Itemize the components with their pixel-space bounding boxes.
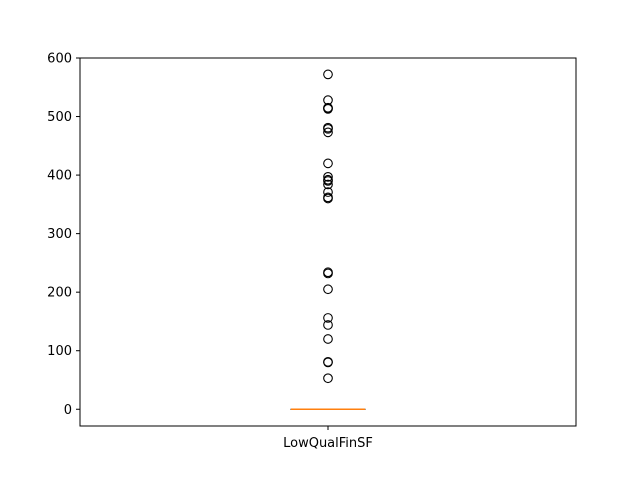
y-axis-ticks: 0 100 200 300 400 500 600 <box>47 52 80 418</box>
outlier-point <box>323 373 333 384</box>
y-tick-label: 600 <box>47 52 72 67</box>
plot-frame <box>79 57 577 427</box>
y-tick-label: 100 <box>47 344 72 359</box>
outlier-point <box>323 127 333 138</box>
outlier-point <box>323 69 333 80</box>
outlier-point <box>323 95 333 106</box>
outlier-point <box>323 334 333 344</box>
x-tick-label: LowQualFinSF <box>283 436 373 451</box>
outlier-point <box>323 158 333 169</box>
x-axis-ticks: LowQualFinSF <box>283 426 373 451</box>
outlier-point <box>323 284 333 295</box>
y-tick-label: 500 <box>47 110 72 125</box>
outlier-point <box>323 102 333 113</box>
y-tick-label: 200 <box>47 286 72 301</box>
outlier-point <box>323 179 333 190</box>
outlier-point <box>323 320 333 330</box>
outlier-point <box>323 192 333 203</box>
outlier-point <box>323 171 333 182</box>
y-tick-label: 300 <box>47 227 72 242</box>
y-tick-label: 0 <box>64 403 72 418</box>
outlier-point <box>323 356 333 367</box>
outlier-point <box>323 313 333 323</box>
outlier-point <box>323 187 333 197</box>
outlier-point <box>323 122 333 133</box>
plot-marks <box>290 69 366 411</box>
y-tick-label: 400 <box>47 169 72 184</box>
outlier-point <box>323 174 333 185</box>
outlier-point <box>323 267 333 278</box>
